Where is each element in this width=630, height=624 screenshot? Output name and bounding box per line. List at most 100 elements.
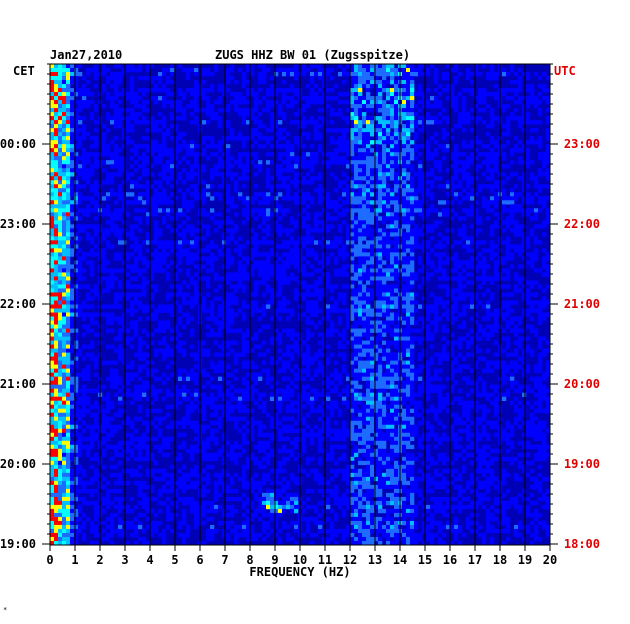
- spectrogram-cell: [246, 164, 251, 169]
- spectrogram-cell: [374, 200, 379, 205]
- spectrogram-cell: [282, 168, 287, 173]
- spectrogram-cell: [470, 204, 475, 209]
- spectrogram-cell: [266, 152, 271, 157]
- spectrogram-cell: [474, 64, 479, 69]
- spectrogram-cell: [334, 160, 339, 165]
- spectrogram-cell: [82, 268, 87, 273]
- spectrogram-cell: [218, 196, 223, 201]
- spectrogram-cell: [102, 264, 107, 269]
- spectrogram-cell: [370, 116, 375, 121]
- spectrogram-cell: [194, 164, 199, 169]
- spectrogram-cell: [518, 204, 523, 209]
- spectrogram-cell: [54, 272, 59, 277]
- spectrogram-cell: [334, 96, 339, 101]
- spectrogram-cell: [62, 332, 67, 337]
- spectrogram-cell: [546, 340, 551, 345]
- spectrogram-cell: [534, 280, 539, 285]
- spectrogram-cell: [358, 128, 363, 133]
- spectrogram-cell: [390, 328, 395, 333]
- spectrogram-cell: [390, 108, 395, 113]
- spectrogram-cell: [438, 212, 443, 217]
- spectrogram-cell: [110, 212, 115, 217]
- spectrogram-cell: [178, 64, 183, 69]
- spectrogram-cell: [142, 144, 147, 149]
- spectrogram-cell: [406, 212, 411, 217]
- spectrogram-cell: [158, 256, 163, 261]
- spectrogram-cell: [158, 128, 163, 133]
- spectrogram-cell: [186, 152, 191, 157]
- spectrogram-cell: [478, 324, 483, 329]
- spectrogram-cell: [150, 272, 155, 277]
- spectrogram-cell: [410, 164, 415, 169]
- spectrogram-cell: [190, 304, 195, 309]
- spectrogram-cell: [486, 308, 491, 313]
- spectrogram-cell: [146, 144, 151, 149]
- spectrogram-cell: [278, 336, 283, 341]
- spectrogram-cell: [478, 264, 483, 269]
- spectrogram-cell: [362, 300, 367, 305]
- spectrogram-cell: [106, 288, 111, 293]
- spectrogram-cell: [374, 108, 379, 113]
- spectrogram-cell: [486, 248, 491, 253]
- spectrogram-cell: [62, 84, 67, 89]
- spectrogram-cell: [322, 332, 327, 337]
- spectrogram-cell: [506, 336, 511, 341]
- spectrogram-cell: [326, 104, 331, 109]
- spectrogram-cell: [94, 224, 99, 229]
- spectrogram-cell: [78, 224, 83, 229]
- spectrogram-cell: [182, 132, 187, 137]
- spectrogram-cell: [438, 120, 443, 125]
- spectrogram-cell: [246, 276, 251, 281]
- spectrogram-cell: [314, 252, 319, 257]
- spectrogram-cell: [238, 328, 243, 333]
- spectrogram-cell: [78, 192, 83, 197]
- spectrogram-cell: [502, 336, 507, 341]
- spectrogram-cell: [458, 228, 463, 233]
- spectrogram-cell: [78, 256, 83, 261]
- spectrogram-cell: [410, 104, 415, 109]
- spectrogram-cell: [58, 76, 63, 81]
- spectrogram-cell: [226, 228, 231, 233]
- spectrogram-cell: [114, 228, 119, 233]
- spectrogram-cell: [302, 176, 307, 181]
- spectrogram-cell: [402, 268, 407, 273]
- spectrogram-cell: [354, 304, 359, 309]
- spectrogram-cell: [250, 312, 255, 317]
- spectrogram-cell: [518, 124, 523, 129]
- spectrogram-cell: [394, 124, 399, 129]
- spectrogram-cell: [394, 332, 399, 337]
- spectrogram-cell: [514, 184, 519, 189]
- spectrogram-cell: [406, 216, 411, 221]
- spectrogram-cell: [354, 112, 359, 117]
- spectrogram-cell: [318, 144, 323, 149]
- spectrogram-cell: [66, 216, 71, 221]
- spectrogram-cell: [282, 160, 287, 165]
- spectrogram-cell: [406, 236, 411, 241]
- spectrogram-cell: [522, 328, 527, 333]
- spectrogram-cell: [118, 100, 123, 105]
- spectrogram-cell: [538, 340, 543, 345]
- spectrogram-cell: [234, 80, 239, 85]
- spectrogram-cell: [266, 140, 271, 145]
- spectrogram-cell: [522, 276, 527, 281]
- spectrogram-cell: [318, 296, 323, 301]
- spectrogram-cell: [446, 116, 451, 121]
- spectrogram-cell: [502, 328, 507, 333]
- spectrogram-cell: [286, 164, 291, 169]
- spectrogram-cell: [146, 240, 151, 245]
- spectrogram-cell: [290, 180, 295, 185]
- spectrogram-cell: [378, 240, 383, 245]
- spectrogram-cell: [290, 120, 295, 125]
- spectrogram-cell: [442, 272, 447, 277]
- spectrogram-cell: [382, 128, 387, 133]
- spectrogram-cell: [62, 152, 67, 157]
- spectrogram-cell: [382, 300, 387, 305]
- spectrogram-cell: [358, 84, 363, 89]
- spectrogram-cell: [90, 320, 95, 325]
- spectrogram-cell: [358, 220, 363, 225]
- spectrogram-cell: [50, 124, 55, 129]
- spectrogram-cell: [50, 284, 55, 289]
- spectrogram-cell: [522, 184, 527, 189]
- spectrogram-cell: [382, 192, 387, 197]
- spectrogram-cell: [294, 248, 299, 253]
